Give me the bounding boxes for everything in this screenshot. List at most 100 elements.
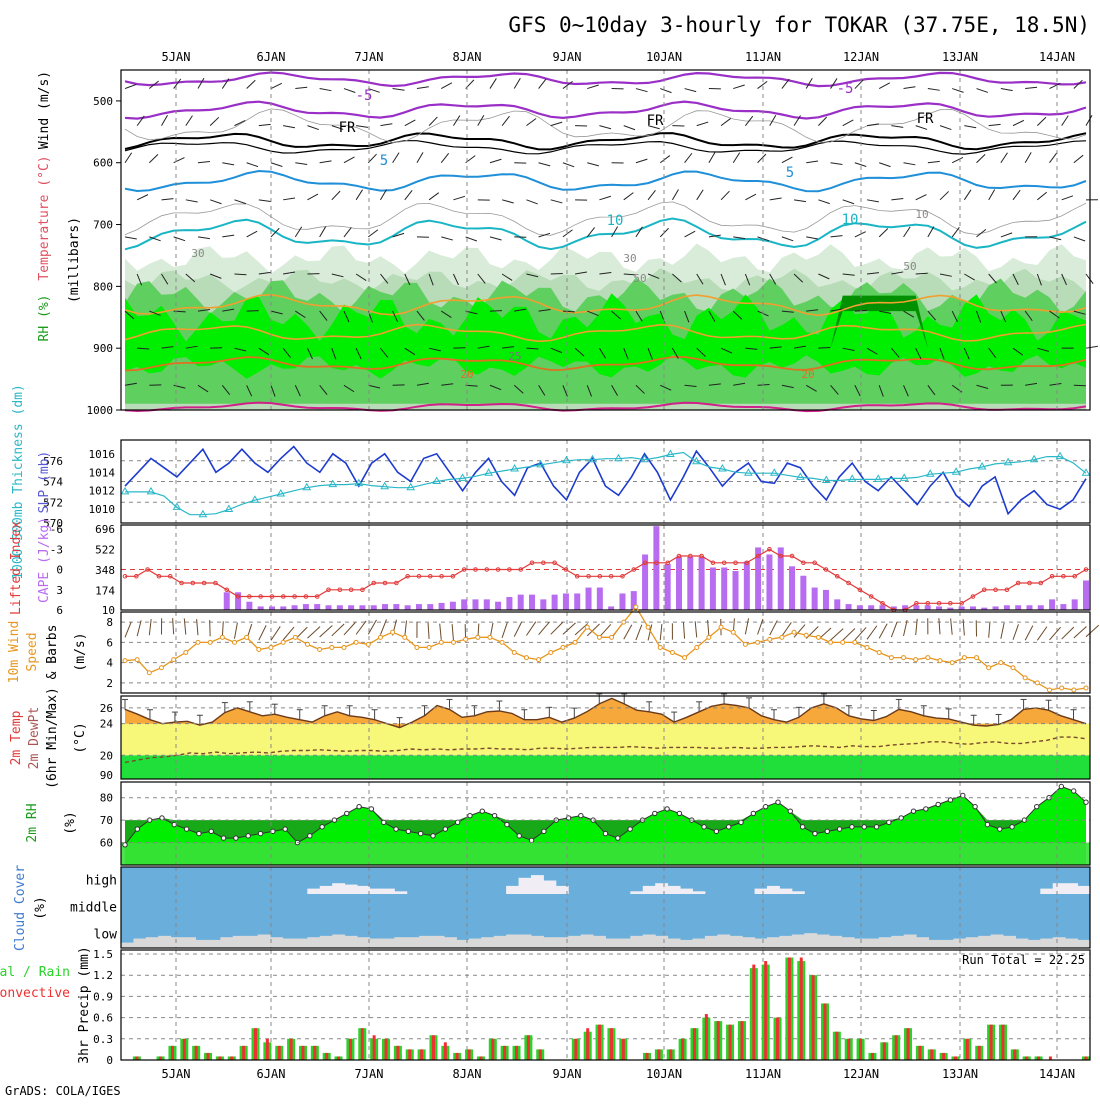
precip-convective-bar bbox=[313, 1046, 316, 1060]
cloud-low-bar bbox=[332, 935, 345, 949]
date-label-bottom: 5JAN bbox=[162, 1067, 191, 1081]
cloud-high-bar bbox=[506, 886, 519, 894]
rh-point bbox=[825, 829, 829, 833]
cloud-high-bar bbox=[755, 889, 768, 894]
rh-point bbox=[369, 807, 373, 811]
tick-label: 0.6 bbox=[93, 1012, 113, 1025]
tick-label: 6 bbox=[56, 604, 63, 617]
cloud-low-bar bbox=[432, 936, 445, 948]
cloud-low-bar bbox=[606, 939, 619, 948]
rh-point bbox=[492, 813, 496, 817]
precip-convective-bar bbox=[966, 1039, 969, 1060]
precip-convective-bar bbox=[598, 1025, 601, 1060]
cloud-low-bar bbox=[655, 936, 668, 948]
slp-label: SLP (mb) bbox=[37, 451, 52, 514]
tick-label: low bbox=[94, 928, 118, 943]
cape-bar bbox=[744, 562, 750, 610]
cloud-high-bar bbox=[792, 891, 805, 894]
cloud-low-bar bbox=[494, 936, 507, 948]
tick-label: 4 bbox=[106, 657, 113, 670]
cloud-low-bar bbox=[1065, 939, 1078, 948]
precip-convective-bar bbox=[278, 1046, 281, 1060]
cape-bar bbox=[359, 605, 365, 610]
wind-speed-point bbox=[719, 625, 723, 629]
rh-point bbox=[443, 827, 447, 831]
date-label-top: 12JAN bbox=[843, 50, 879, 64]
cape-bar bbox=[721, 567, 727, 610]
cloud-low-bar bbox=[593, 936, 606, 948]
rh-point bbox=[184, 827, 188, 831]
cloud-high-bar bbox=[630, 891, 643, 894]
tick-label: 500 bbox=[93, 95, 113, 108]
cape-bar bbox=[337, 605, 343, 610]
cape-bar bbox=[303, 604, 309, 610]
temperature-label: Temperature (°C) bbox=[37, 155, 52, 280]
cloud-high-bar bbox=[320, 886, 333, 894]
cloud-low-bar bbox=[779, 936, 792, 948]
cape-bar bbox=[913, 605, 919, 610]
cape-bar bbox=[687, 557, 693, 610]
wind-speed-point bbox=[695, 645, 699, 649]
date-label-bottom: 9JAN bbox=[553, 1067, 582, 1081]
wind-label-3: & Barbs bbox=[45, 625, 60, 680]
wind-speed-point bbox=[743, 642, 747, 646]
precip-convective-bar bbox=[669, 1049, 672, 1060]
cape-bar bbox=[472, 599, 478, 610]
wind-speed-point bbox=[962, 656, 966, 660]
cape-bar bbox=[326, 605, 332, 610]
wind-speed-point bbox=[877, 651, 881, 655]
precip-convective-bar bbox=[385, 1039, 388, 1060]
tick-label: 3 bbox=[56, 584, 63, 597]
rh-point bbox=[258, 831, 262, 835]
cloud-low-bar bbox=[345, 936, 358, 948]
cloud-low-bar bbox=[1040, 939, 1053, 948]
wind-speed-point bbox=[451, 640, 455, 644]
cape-bar bbox=[676, 557, 682, 610]
cloud-low-bar bbox=[1028, 940, 1041, 948]
date-label-top: 6JAN bbox=[257, 50, 286, 64]
wind-speed-point bbox=[1084, 686, 1088, 690]
cloud-low-bar bbox=[1053, 937, 1066, 948]
precip-convective-bar bbox=[183, 1039, 186, 1060]
contour-label: 20 bbox=[801, 368, 814, 381]
tick-label: 696 bbox=[95, 523, 115, 536]
wind-speed-point bbox=[427, 645, 431, 649]
wind-speed-point bbox=[950, 661, 954, 665]
cloud-low-bar bbox=[767, 937, 780, 948]
rh-point bbox=[1059, 784, 1063, 788]
tick-label: 348 bbox=[95, 564, 115, 577]
wind-speed-point bbox=[926, 656, 930, 660]
precip-convective-bar bbox=[503, 1046, 506, 1060]
contour-label: FR bbox=[917, 111, 934, 127]
rh-point bbox=[345, 811, 349, 815]
precip-convective-bar bbox=[456, 1053, 459, 1060]
cloud-low-bar bbox=[891, 936, 904, 948]
precip-convective-bar bbox=[812, 975, 815, 1060]
temp-unit-label: (°C) bbox=[73, 722, 88, 753]
wind-speed-point bbox=[293, 635, 297, 639]
rh-point bbox=[751, 811, 755, 815]
cape-bar bbox=[879, 605, 885, 610]
cloud-high-bar bbox=[519, 878, 532, 894]
rh-point bbox=[529, 838, 533, 842]
cloud-high-bar bbox=[369, 889, 382, 894]
precip-convective-bar bbox=[729, 1025, 732, 1060]
cloud-low-bar bbox=[171, 937, 184, 948]
rh-point bbox=[160, 816, 164, 820]
wind-speed-point bbox=[464, 637, 468, 641]
tick-label: 1000 bbox=[87, 404, 114, 417]
wind-speed-point bbox=[135, 658, 139, 662]
contour-label: 25 bbox=[508, 350, 521, 363]
cape-bar bbox=[224, 592, 230, 610]
cloud-low-bar bbox=[829, 936, 842, 948]
rh-point bbox=[911, 809, 915, 813]
cloud-high-bar bbox=[357, 886, 370, 894]
precip-convective-bar bbox=[171, 1046, 174, 1060]
tick-label: 1010 bbox=[89, 503, 116, 516]
tick-label: middle bbox=[70, 901, 117, 916]
rh-band-below-60 bbox=[121, 843, 1090, 865]
wind-speed-point bbox=[853, 640, 857, 644]
tick-label: 522 bbox=[95, 544, 115, 557]
wind-speed-point bbox=[683, 656, 687, 660]
contour-label: FR bbox=[339, 120, 356, 136]
